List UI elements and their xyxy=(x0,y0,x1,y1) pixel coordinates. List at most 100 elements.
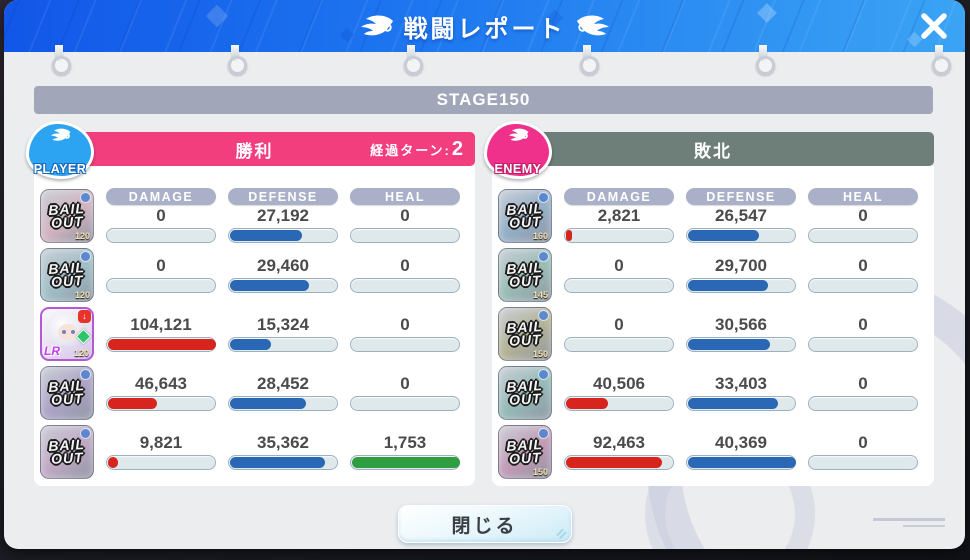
damage-bar-fill xyxy=(108,457,118,468)
bailout-label-line: OUT xyxy=(508,330,542,349)
player-result-header: PLAYER 勝利 経過ターン: 2 xyxy=(26,121,475,179)
bailout-label-line: OUT xyxy=(50,448,84,467)
close-button-label: 閉じる xyxy=(451,515,518,537)
damage-value: 92,463 xyxy=(593,433,645,452)
defense-bar xyxy=(686,455,796,470)
bailout-avatar: BAIL OUT 145 xyxy=(498,247,552,302)
stat-cell-defense: 35,362 xyxy=(228,433,338,470)
element-badge-icon xyxy=(538,427,549,439)
defense-bar-fill xyxy=(230,230,303,241)
elapsed-turns: 経過ターン: 2 xyxy=(370,132,465,166)
element-badge-icon xyxy=(80,427,91,439)
column-header-defense: DEFENSE xyxy=(228,188,338,205)
defense-bar-fill xyxy=(688,230,760,241)
stat-cell-damage: DAMAGE 2,821 xyxy=(564,188,674,243)
stat-cell-defense: DEFENSE 27,192 xyxy=(228,188,338,243)
stage-title: STAGE150 xyxy=(34,86,933,114)
avatar-level: 145 xyxy=(532,289,548,300)
bailout-label-line: OUT xyxy=(50,212,84,231)
enemy-stats-table: BAIL OUT 160 DAMAGE 2,821 DEFENSE 26,547 HEAL 0 B… xyxy=(492,166,934,486)
defense-bar xyxy=(228,228,338,243)
avatar-level: 160 xyxy=(532,230,548,241)
damage-bar xyxy=(106,455,216,470)
bailout-avatar: BAIL OUT 120 xyxy=(40,188,94,243)
page-title: 戦闘レポート xyxy=(403,15,566,43)
element-badge-icon xyxy=(80,368,91,380)
battle-report-window: 戦闘レポート STAGE150 xyxy=(4,0,965,549)
player-badge: PLAYER xyxy=(24,119,96,181)
stat-cell-defense: DEFENSE 26,547 xyxy=(686,188,796,243)
stat-cell-damage: 46,643 xyxy=(106,374,216,411)
avatar-level: 120 xyxy=(73,347,89,358)
stat-cell-heal: 0 xyxy=(808,433,918,470)
titlebar-pattern xyxy=(4,0,965,52)
defense-bar xyxy=(228,278,338,293)
heal-value: 0 xyxy=(858,315,868,334)
ring-loop xyxy=(756,56,775,75)
defense-value: 29,700 xyxy=(715,256,767,275)
bailout-label-line: OUT xyxy=(50,271,84,290)
defense-bar-fill xyxy=(688,339,771,350)
table-row: ↓ LR 120 104,121 15,324 0 xyxy=(34,304,475,363)
defense-value: 15,324 xyxy=(257,315,309,334)
damage-value: 0 xyxy=(156,256,166,275)
close-icon[interactable] xyxy=(911,4,957,48)
damage-value: 0 xyxy=(614,315,624,334)
heal-bar xyxy=(350,278,460,293)
watermark-text xyxy=(903,525,945,527)
element-badge-icon xyxy=(538,250,549,262)
enemy-badge-label: ENEMY xyxy=(494,162,542,176)
player-result-text: 勝利 xyxy=(235,141,274,161)
avatar-level: 120 xyxy=(74,289,90,300)
table-row: BAIL OUT 150 0 30,566 0 xyxy=(492,304,934,363)
defense-bar-fill xyxy=(688,398,778,409)
defense-bar-fill xyxy=(230,280,309,291)
defense-bar xyxy=(686,396,796,411)
bailout-avatar: BAIL OUT 160 xyxy=(498,188,552,243)
damage-bar-fill xyxy=(108,398,157,409)
stat-cell-defense: 33,403 xyxy=(686,374,796,411)
enemy-result-header: ENEMY 敗北 xyxy=(484,121,934,179)
heal-bar xyxy=(350,396,460,411)
bailout-avatar: BAIL OUT 150 xyxy=(498,424,552,479)
elapsed-turns-value: 2 xyxy=(451,138,465,160)
stat-cell-damage: 40,506 xyxy=(564,374,674,411)
damage-bar xyxy=(106,228,216,243)
defense-value: 33,403 xyxy=(715,374,767,393)
heal-bar xyxy=(808,337,918,352)
ring-loop xyxy=(404,56,423,75)
stat-cell-defense: 28,452 xyxy=(228,374,338,411)
defense-bar xyxy=(686,278,796,293)
defense-bar-fill xyxy=(688,457,796,468)
rarity-badge: LR xyxy=(44,343,60,358)
defense-value: 27,192 xyxy=(257,206,309,225)
table-row: BAIL OUT 120 0 29,460 0 xyxy=(34,245,475,304)
defense-bar xyxy=(228,337,338,352)
heal-value: 0 xyxy=(858,206,868,225)
heal-bar xyxy=(808,278,918,293)
stat-cell-heal: HEAL 0 xyxy=(350,188,460,243)
heal-value: 0 xyxy=(400,206,410,225)
damage-bar xyxy=(564,455,674,470)
heal-bar xyxy=(350,455,460,470)
damage-bar xyxy=(564,396,674,411)
badge-wing-icon xyxy=(508,128,529,141)
damage-value: 0 xyxy=(156,206,166,225)
rank-down-icon: ↓ xyxy=(78,309,91,323)
damage-bar-fill xyxy=(566,230,572,241)
damage-bar xyxy=(564,278,674,293)
element-badge-icon xyxy=(538,191,549,203)
damage-value: 2,821 xyxy=(597,206,641,225)
avatar-level: 120 xyxy=(74,230,90,241)
column-header-heal: HEAL xyxy=(808,188,918,205)
damage-bar xyxy=(106,278,216,293)
heal-value: 1,753 xyxy=(383,433,427,452)
close-button[interactable]: 閉じる xyxy=(397,505,572,543)
bailout-avatar: BAIL OUT 120 xyxy=(40,247,94,302)
damage-bar xyxy=(564,337,674,352)
stat-cell-heal: 0 xyxy=(350,256,460,293)
table-row: BAIL OUT 9,821 35,362 1,753 xyxy=(34,422,475,481)
defense-bar xyxy=(686,228,796,243)
stat-cell-defense: 40,369 xyxy=(686,433,796,470)
stat-cell-heal: 0 xyxy=(350,315,460,352)
